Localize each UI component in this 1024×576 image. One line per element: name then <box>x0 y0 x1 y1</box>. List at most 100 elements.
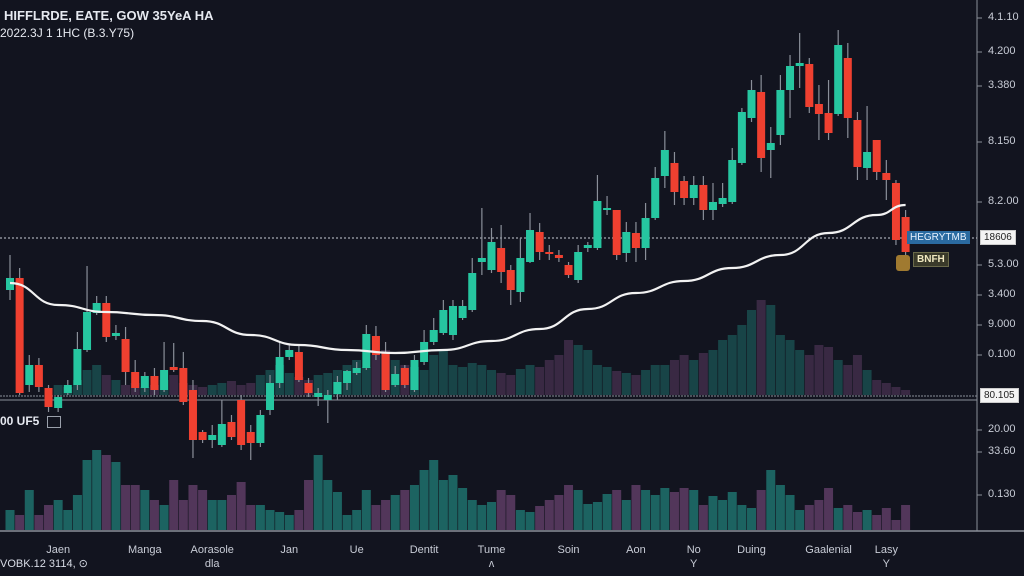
x-axis-label: Duing <box>737 543 766 557</box>
volume-bar <box>515 510 525 530</box>
x-axis-label-sub: dla <box>204 558 220 570</box>
candle-body <box>227 422 236 437</box>
candle-body <box>179 368 188 402</box>
volume-bar <box>872 515 882 530</box>
volume-pane-label: 00 UF5 <box>0 414 61 428</box>
volume-bar <box>53 500 63 530</box>
candle-body <box>622 232 631 253</box>
overlay-volume-bar <box>554 355 564 395</box>
overlay-volume-bar <box>515 369 525 395</box>
volume-bar <box>294 510 304 530</box>
volume-bar <box>178 500 188 530</box>
candle-body <box>304 383 313 393</box>
overlay-volume-bar <box>467 363 477 395</box>
overlay-volume-bar <box>621 373 631 395</box>
overlay-volume-bar <box>458 367 468 395</box>
candle-body <box>352 368 361 373</box>
volume-pane-label-text: 00 UF5 <box>0 414 40 428</box>
candle-body <box>689 185 698 198</box>
candle-body <box>131 372 140 388</box>
price-tick-label: 8.2.00 <box>988 195 1019 207</box>
overlay-volume-bar <box>631 375 641 395</box>
overlay-volume-bar <box>313 375 323 395</box>
volume-bar <box>631 485 641 530</box>
volume-bar <box>236 482 246 530</box>
volume-bar <box>804 505 814 530</box>
volume-bar <box>352 510 362 530</box>
volume-tick-label: 33.60 <box>988 445 1016 457</box>
volume-bar <box>390 495 400 530</box>
volume-bar <box>419 470 429 530</box>
candle-body <box>294 352 303 380</box>
volume-bar <box>718 500 728 530</box>
volume-bar <box>650 495 660 530</box>
volume-bar <box>130 485 140 530</box>
overlay-volume-bar <box>535 367 545 395</box>
candle-body <box>497 248 506 272</box>
overlay-volume-bar <box>602 367 612 395</box>
candle-body <box>545 252 554 254</box>
x-axis-label: Jan <box>280 543 298 557</box>
volume-bar <box>246 505 256 530</box>
overlay-volume-bar <box>198 387 208 395</box>
overlay-volume-bar <box>92 365 102 395</box>
overlay-volume-bar <box>448 365 458 395</box>
candle-body <box>15 278 24 393</box>
volume-bar <box>121 485 131 530</box>
overlay-volume-bar <box>255 375 265 395</box>
x-axis-label: Aon <box>626 543 646 557</box>
x-axis-label-text: Duing <box>737 544 766 556</box>
overlay-volume-bar <box>429 355 439 395</box>
overlay-volume-bar <box>111 380 121 395</box>
volume-bar <box>429 460 439 530</box>
volume-bar <box>824 488 834 530</box>
volume-bar <box>63 510 73 530</box>
candle-body <box>140 376 149 388</box>
candle-body <box>680 181 689 198</box>
candle-body <box>92 303 101 313</box>
x-axis-label: Soin <box>558 543 580 557</box>
candle-body <box>593 201 602 248</box>
candle-body <box>872 140 881 172</box>
x-axis-label: Aorasole dla <box>191 543 234 571</box>
candle-body <box>583 245 592 248</box>
badge-icon <box>896 255 910 271</box>
overlay-volume-bar <box>207 385 217 395</box>
volume-bar <box>833 508 843 530</box>
x-axis-label-sub: Y <box>690 558 698 570</box>
volume-bar <box>554 495 564 530</box>
x-axis-label-sub: Y <box>882 558 890 570</box>
candle-body <box>776 90 785 135</box>
candle-body <box>34 365 43 387</box>
candle-body <box>526 230 535 262</box>
volume-bar <box>140 490 150 530</box>
volume-bar <box>901 505 911 530</box>
moving-average-line <box>9 203 906 355</box>
x-axis-label: No Y <box>687 543 701 571</box>
x-axis-label-text: Aorasole <box>190 544 234 556</box>
volume-bar <box>621 500 631 530</box>
price-tick-label: 9.000 <box>988 318 1016 330</box>
candle-body <box>901 217 910 252</box>
candle-body <box>439 310 448 333</box>
price-tick-label: 4.200 <box>988 45 1016 57</box>
candle-body <box>641 218 650 248</box>
candle-body <box>747 90 756 118</box>
overlay-volume-bar <box>82 370 92 395</box>
volume-bar <box>785 495 795 530</box>
volume-bar <box>602 494 612 530</box>
overlay-volume-bar <box>564 340 574 395</box>
x-axis-label: Ue <box>350 543 364 557</box>
candle-body <box>246 432 255 443</box>
overlay-volume-bar <box>641 370 651 395</box>
overlay-volume-bar <box>217 383 227 395</box>
volume-bar <box>24 490 34 530</box>
candle-body <box>73 349 82 385</box>
overlay-volume-bar <box>785 340 795 395</box>
volume-bar <box>198 490 208 530</box>
overlay-volume-bar <box>496 373 506 395</box>
candle-body <box>285 350 294 357</box>
overlay-volume-bar <box>246 383 256 395</box>
square-icon[interactable] <box>46 415 61 428</box>
candle-body <box>458 306 467 318</box>
